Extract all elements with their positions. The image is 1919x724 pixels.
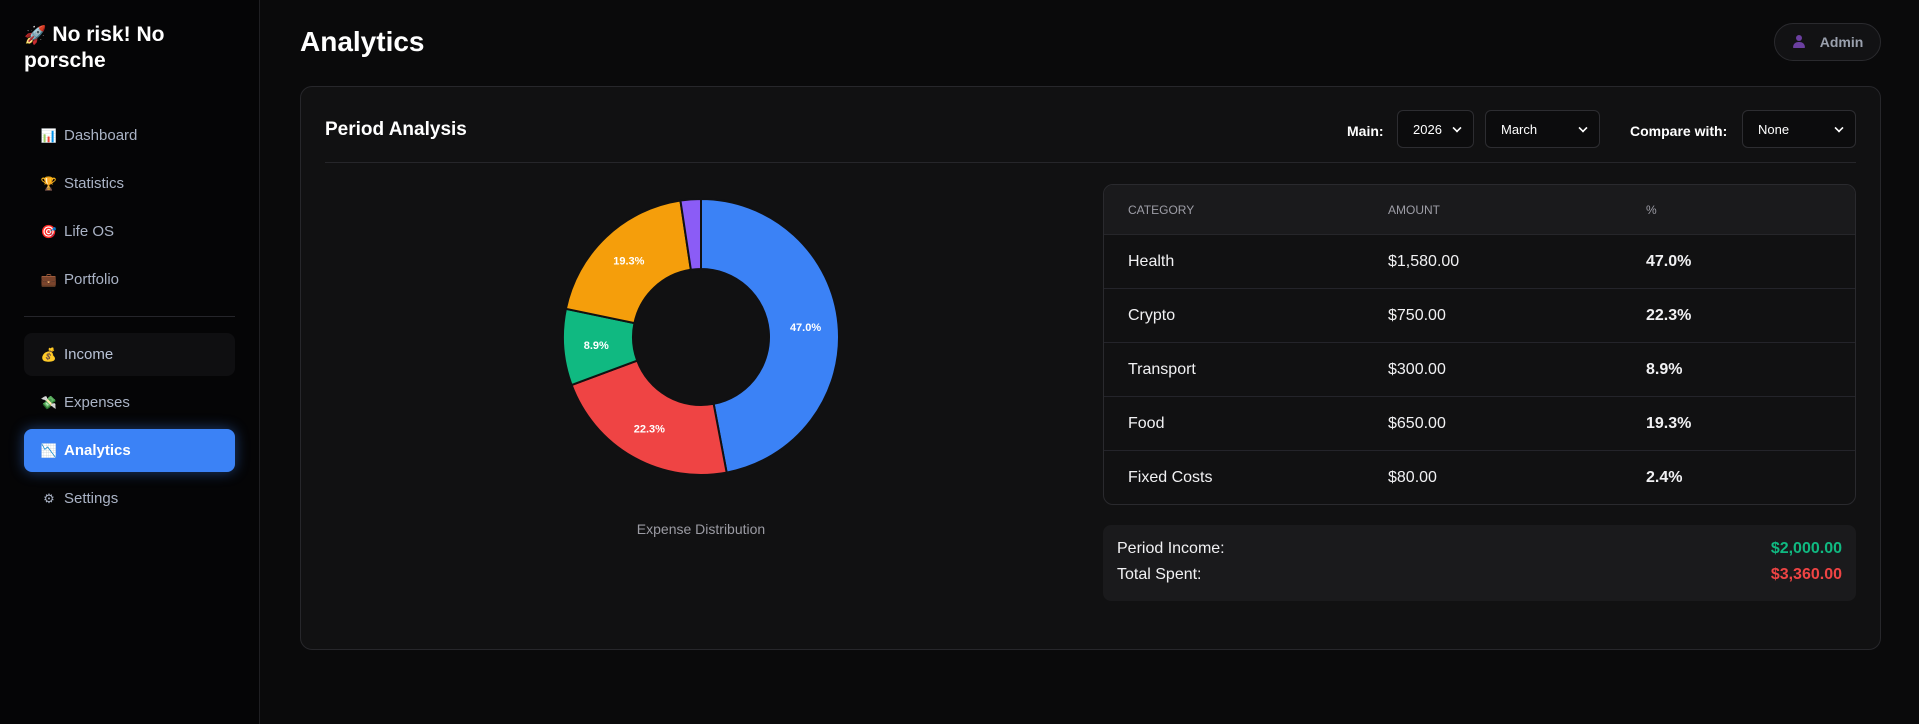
cell-amount: $750.00 — [1388, 306, 1446, 324]
cell-percent: 2.4% — [1646, 469, 1683, 486]
header-category: CATEGORY — [1128, 202, 1195, 217]
cell-category: Fixed Costs — [1128, 469, 1213, 486]
header-amount: AMOUNT — [1388, 202, 1440, 217]
slice-label: 22.3% — [634, 423, 665, 435]
target-icon: 🎯 — [40, 223, 58, 239]
donut-chart: 47.0% 22.3% 8.9% 19.3% — [562, 197, 840, 476]
table-row: Health $1,580.00 47.0% — [1104, 235, 1855, 289]
sidebar-item-label: Life OS — [64, 223, 115, 240]
sidebar-item-dashboard[interactable]: 📊 Dashboard — [24, 114, 235, 157]
slice-food[interactable] — [564, 199, 693, 325]
year-select[interactable]: 2026 — [1397, 110, 1474, 148]
sidebar-item-label: Portfolio — [64, 271, 120, 288]
expense-chart: 47.0% 22.3% 8.9% 19.3% — [551, 187, 851, 487]
brand-name: No risk! No porsche — [24, 23, 165, 72]
cell-category: Health — [1128, 252, 1175, 270]
month-value: March — [1501, 121, 1538, 137]
income-label: Period Income: — [1117, 540, 1225, 557]
sidebar-item-portfolio[interactable]: 💼 Portfolio — [24, 258, 235, 301]
money-bag-icon: 💰 — [40, 346, 58, 362]
cell-category: Transport — [1128, 360, 1196, 378]
slice-label: 8.9% — [584, 340, 609, 352]
sidebar-item-label: Income — [64, 346, 114, 363]
cell-percent: 19.3% — [1646, 414, 1692, 432]
slice-fixed-costs[interactable] — [679, 197, 702, 271]
slice-health[interactable] — [700, 197, 840, 474]
slice-label: 19.3% — [613, 256, 644, 268]
chart-icon: 📉 — [40, 442, 58, 458]
sidebar-item-label: Dashboard — [64, 127, 138, 144]
user-icon — [1792, 35, 1806, 49]
cell-category: Crypto — [1128, 306, 1176, 324]
cell-amount: $1,580.00 — [1388, 252, 1460, 270]
cell-percent: 8.9% — [1646, 360, 1683, 378]
main-label: Main: — [1347, 123, 1384, 139]
period-analysis-card: Period Analysis Main: 2026 March Compare… — [300, 86, 1881, 650]
briefcase-icon: 💼 — [40, 271, 58, 287]
user-label: Admin — [1819, 34, 1864, 50]
table-row: Fixed Costs $80.00 2.4% — [1104, 451, 1855, 504]
cell-percent: 22.3% — [1646, 306, 1692, 324]
sidebar-item-label: Statistics — [64, 175, 125, 192]
brand[interactable]: 🚀 No risk! No porsche — [24, 22, 234, 74]
chart-caption: Expense Distribution — [636, 521, 766, 537]
user-menu-button[interactable]: Admin — [1774, 23, 1881, 61]
sidebar-item-life-os[interactable]: 🎯 Life OS — [24, 210, 235, 253]
cell-amount: $300.00 — [1388, 360, 1446, 378]
table-header: CATEGORY AMOUNT % — [1104, 185, 1855, 235]
sidebar-item-label: Settings — [64, 490, 119, 507]
header-percent: % — [1646, 202, 1657, 217]
income-value: $2,000.00 — [1770, 540, 1842, 557]
category-table: CATEGORY AMOUNT % Health $1,580.00 47.0%… — [1103, 184, 1856, 505]
compare-select[interactable]: None — [1742, 110, 1856, 148]
card-title: Period Analysis — [325, 119, 467, 140]
bar-chart-icon: 📊 — [40, 127, 58, 143]
gear-icon: ⚙ — [43, 490, 55, 506]
sidebar: 🚀 No risk! No porsche 📊 Dashboard 🏆 Stati… — [0, 0, 260, 724]
table-row: Food $650.00 19.3% — [1104, 397, 1855, 451]
chevron-down-icon — [1834, 123, 1844, 133]
sidebar-item-settings[interactable]: ⚙ Settings — [24, 477, 235, 520]
sidebar-item-label: Expenses — [64, 394, 130, 411]
compare-value: None — [1758, 121, 1790, 137]
table-row: Crypto $750.00 22.3% — [1104, 289, 1855, 343]
sidebar-item-income[interactable]: 💰 Income — [24, 333, 235, 376]
rocket-icon: 🚀 — [24, 25, 47, 45]
month-select[interactable]: March — [1485, 110, 1600, 148]
nav-divider — [24, 316, 235, 317]
sidebar-item-analytics[interactable]: 📉 Analytics — [24, 429, 235, 472]
sidebar-item-expenses[interactable]: 💸 Expenses — [24, 381, 235, 424]
page-title: Analytics — [300, 26, 425, 57]
slice-label: 47.0% — [790, 322, 821, 334]
spent-label: Total Spent: — [1117, 566, 1202, 583]
cell-category: Food — [1128, 414, 1165, 432]
cell-percent: 47.0% — [1646, 252, 1692, 270]
period-totals: Period Income: $2,000.00 Total Spent: $3… — [1103, 525, 1856, 601]
compare-label: Compare with: — [1630, 123, 1728, 139]
cell-amount: $80.00 — [1388, 469, 1437, 486]
sidebar-item-statistics[interactable]: 🏆 Statistics — [24, 162, 235, 205]
spent-value: $3,360.00 — [1770, 566, 1842, 583]
money-wings-icon: 💸 — [40, 394, 58, 410]
table-row: Transport $300.00 8.9% — [1104, 343, 1855, 397]
year-value: 2026 — [1413, 121, 1442, 137]
card-divider — [325, 162, 1856, 163]
chevron-down-icon — [1578, 123, 1588, 133]
slice-crypto[interactable] — [570, 359, 728, 476]
cell-amount: $650.00 — [1388, 414, 1446, 432]
chevron-down-icon — [1452, 123, 1462, 133]
trophy-icon: 🏆 — [40, 175, 58, 191]
sidebar-item-label: Analytics — [64, 442, 131, 459]
